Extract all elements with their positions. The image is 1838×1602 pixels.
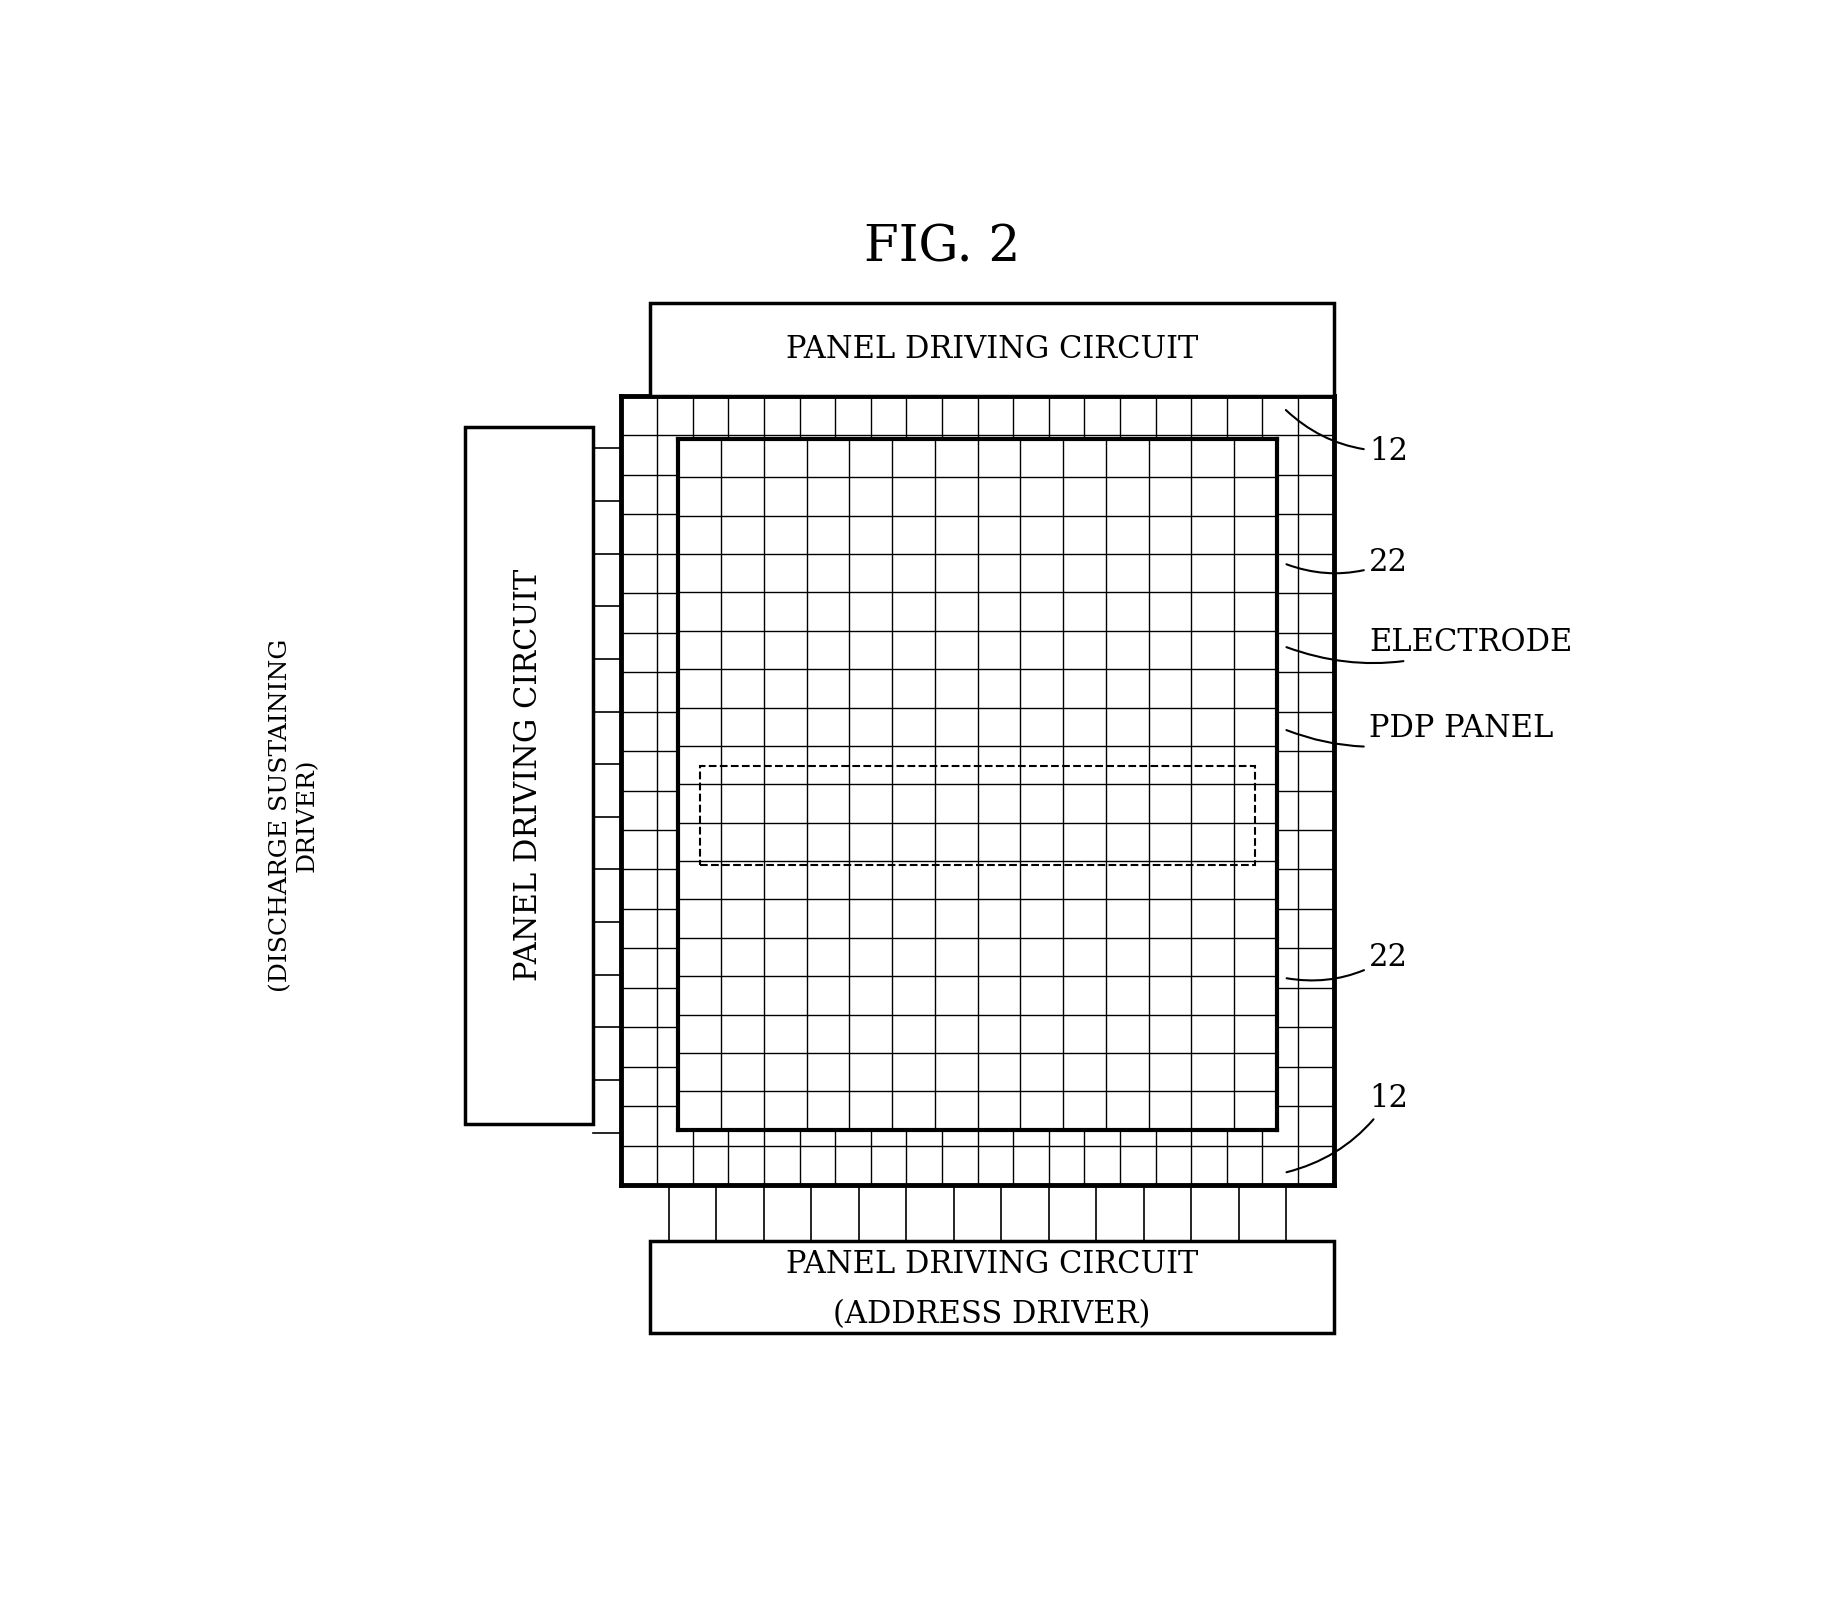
Text: 12: 12 (1287, 1083, 1408, 1173)
Bar (700, 766, 1255, 865)
Bar (465, 426, 594, 1123)
Bar (621, 396, 1334, 1185)
Bar (651, 1242, 1334, 1333)
Text: PANEL DRIVING CIRCUIT: PANEL DRIVING CIRCUIT (785, 333, 1198, 365)
Text: FIG. 2: FIG. 2 (864, 223, 1020, 272)
Bar (678, 439, 1277, 1129)
Bar (651, 303, 1334, 396)
Text: PANEL DRIVING CIRCUIT: PANEL DRIVING CIRCUIT (513, 569, 544, 980)
Text: PDP PANEL: PDP PANEL (1287, 713, 1553, 747)
Text: 22: 22 (1287, 546, 1408, 578)
Text: 22: 22 (1287, 942, 1408, 980)
Text: (DISCHARGE SUSTAINING
DRIVER): (DISCHARGE SUSTAINING DRIVER) (268, 639, 318, 992)
Text: ELECTRODE: ELECTRODE (1287, 626, 1573, 663)
Text: 12: 12 (1287, 410, 1408, 466)
Text: PANEL DRIVING CIRCUIT: PANEL DRIVING CIRCUIT (785, 1250, 1198, 1280)
Text: (ADDRESS DRIVER): (ADDRESS DRIVER) (833, 1299, 1151, 1330)
